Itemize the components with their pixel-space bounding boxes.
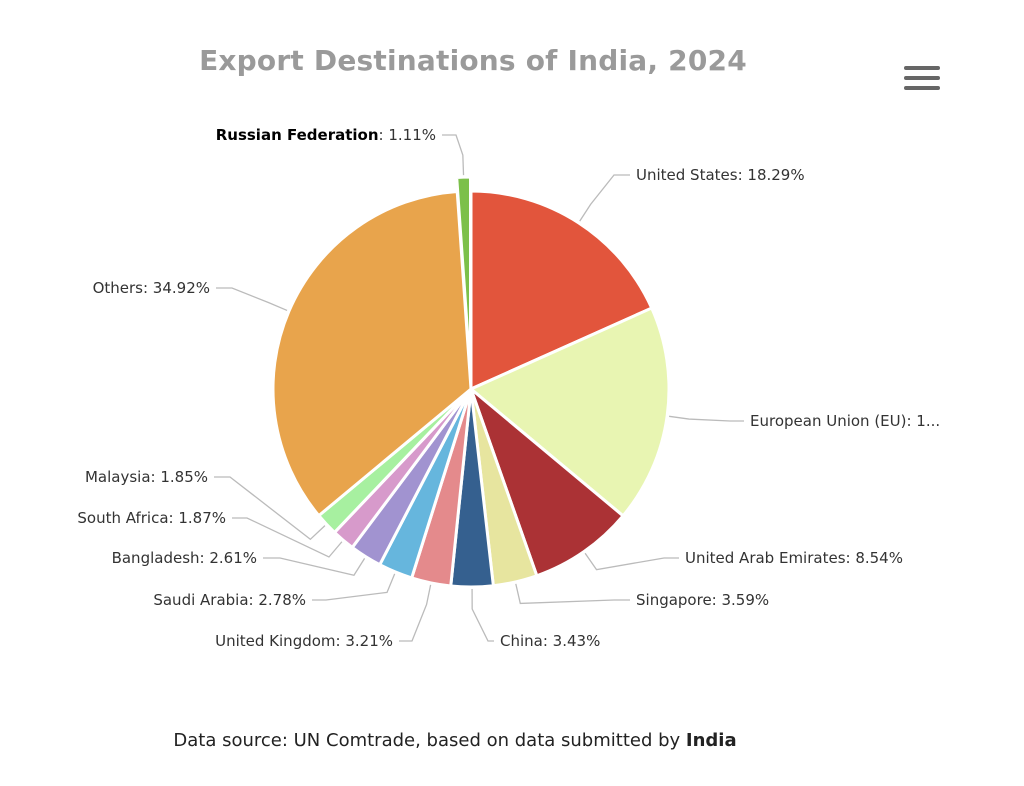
connector-line [515, 583, 630, 605]
pie-slice-others[interactable] [271, 189, 473, 518]
menu-bar [904, 86, 940, 90]
data-source: Data source: UN Comtrade, based on data … [0, 730, 910, 751]
data-label: China: 3.43% [500, 632, 600, 650]
pie-slice-european-union-eu[interactable] [469, 306, 671, 518]
data-label: Bangladesh: 2.61% [112, 549, 257, 567]
data-label: Singapore: 3.59% [636, 591, 769, 609]
connector-line [312, 573, 396, 601]
connector-line [263, 557, 366, 577]
data-label: Russian Federation: 1.11% [216, 126, 436, 144]
connector-line [471, 588, 494, 642]
connector-line [232, 517, 343, 558]
menu-bar [904, 76, 940, 80]
connector-line [399, 584, 432, 642]
data-label: United Arab Emirates: 8.54% [685, 549, 903, 567]
data-label: Saudi Arabia: 2.78% [153, 591, 306, 609]
chart-title: Export Destinations of India, 2024 [199, 44, 747, 77]
connector-line [214, 476, 326, 541]
data-label: United Kingdom: 3.21% [215, 632, 393, 650]
data-label: Others: 34.92% [93, 279, 210, 297]
pie-slice-united-states[interactable] [469, 189, 654, 391]
data-label: European Union (EU): 1... [750, 412, 940, 430]
data-label: United States: 18.29% [636, 166, 805, 184]
menu-icon[interactable] [904, 66, 940, 94]
connector-line [584, 552, 679, 571]
connector-line [579, 174, 630, 222]
connector-line [669, 415, 744, 422]
pie-slice-united-arab-emirates[interactable] [469, 387, 625, 578]
data-label: Malaysia: 1.85% [85, 468, 208, 486]
data-source-country: India [685, 730, 737, 751]
data-label: South Africa: 1.87% [77, 509, 226, 527]
pie-slice-russian-federation[interactable] [455, 175, 473, 377]
data-source-text: Data source: UN Comtrade, based on data … [173, 730, 686, 751]
connector-line [216, 287, 288, 312]
menu-bar [904, 66, 940, 70]
connector-line [442, 134, 465, 176]
